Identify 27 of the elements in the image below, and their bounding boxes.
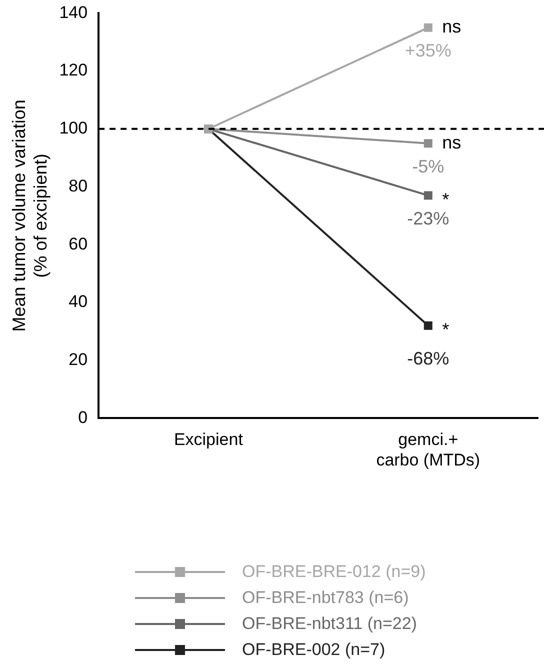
y-tick-label: 140 — [59, 2, 88, 22]
point — [424, 23, 432, 32]
annotation: * — [442, 189, 450, 210]
annotation: -5% — [412, 156, 444, 176]
y-tick-label: 120 — [59, 60, 88, 80]
annotation: * — [442, 320, 450, 340]
y-tick-label: 100 — [59, 118, 88, 138]
y-tick-label: 80 — [68, 176, 88, 196]
text: OF-BRE-002 (n=7) — [242, 640, 386, 660]
point — [424, 321, 432, 330]
y-axis-title: Mean tumor volume variation (% of excipient) — [8, 100, 50, 332]
x-tick-label: Excipient — [174, 430, 244, 450]
point — [424, 139, 432, 148]
y-tick-label: 0 — [78, 408, 88, 427]
text: OF-BRE-BRE-012 (n=9) — [242, 562, 426, 582]
annotation: ns — [442, 16, 462, 37]
y-tick-label: 40 — [68, 292, 88, 312]
text: OF-BRE-nbt311 (n=22) — [242, 614, 417, 634]
y-tick-label: 20 — [68, 350, 88, 370]
y-tick-label: 60 — [68, 234, 88, 254]
point — [424, 191, 432, 200]
x-tick-label: gemci.+ carbo (MTDs) — [376, 430, 480, 470]
annotation: ns — [442, 132, 462, 152]
annotation: -68% — [407, 348, 450, 369]
annotation: +35% — [404, 40, 452, 61]
annotation: -23% — [407, 208, 450, 228]
text: OF-BRE-nbt783 (n=6) — [242, 588, 409, 608]
